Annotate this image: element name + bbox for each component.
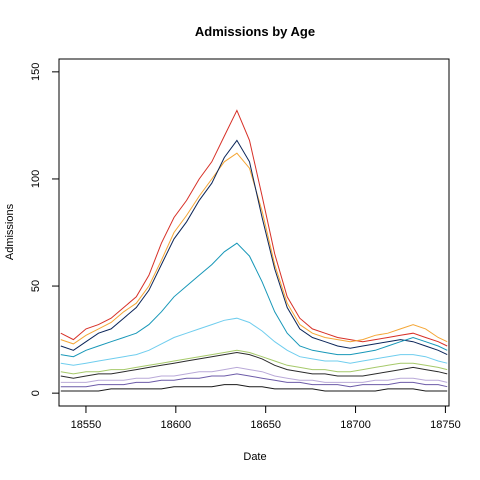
- x-axis-label: Date: [243, 451, 266, 463]
- series-line-5: [60, 317, 448, 366]
- x-tick-label: 18550: [71, 419, 102, 431]
- series-line-3: [60, 139, 448, 356]
- x-tick-label: 18750: [430, 419, 461, 431]
- y-axis-label: Admissions: [4, 203, 16, 260]
- series-line-9: [60, 366, 448, 383]
- series-line-10: [60, 384, 448, 392]
- x-axis: 18550 18600 18650 18700 18750: [71, 405, 461, 431]
- y-tick-label: 0: [30, 390, 42, 396]
- y-tick-label: 100: [30, 170, 42, 188]
- series-line-6: [60, 351, 448, 379]
- y-tick-label: 150: [30, 63, 42, 81]
- y-axis: 0 50 100 150: [30, 63, 60, 396]
- series-line-1: [60, 109, 448, 347]
- y-tick-label: 50: [30, 280, 42, 292]
- series-line-8: [60, 373, 448, 388]
- x-tick-label: 18650: [250, 419, 281, 431]
- x-tick-label: 18700: [340, 419, 371, 431]
- x-tick-label: 18600: [161, 419, 192, 431]
- series-line-7: [60, 349, 448, 375]
- series-line-4: [60, 242, 448, 358]
- series-layer: [60, 109, 448, 392]
- chart-title: Admissions by Age: [195, 24, 315, 39]
